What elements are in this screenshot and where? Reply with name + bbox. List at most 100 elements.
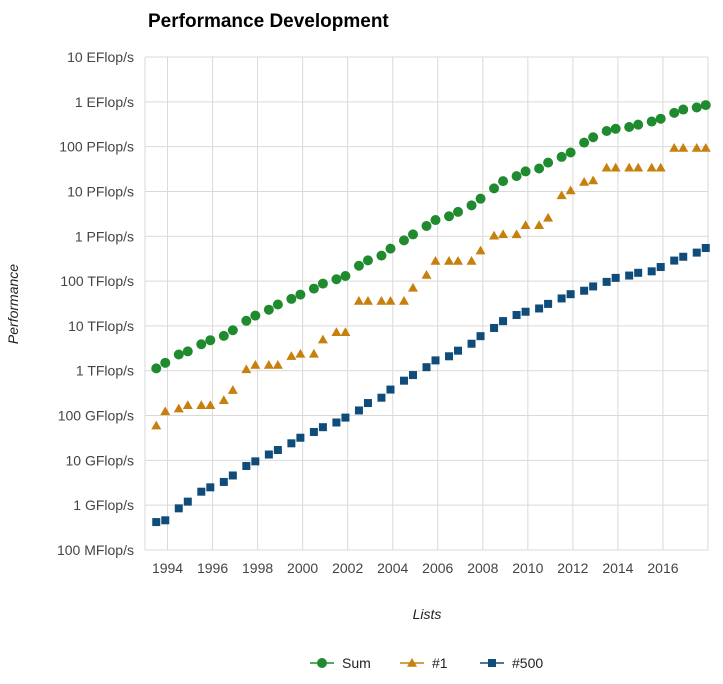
data-point <box>700 100 711 111</box>
data-point <box>700 143 711 152</box>
data-point <box>633 162 644 172</box>
x-axis-title: Lists <box>413 606 442 622</box>
legend-item[interactable]: Sum <box>310 655 371 671</box>
data-point <box>273 446 282 455</box>
data-point <box>498 229 509 239</box>
series-rank-1 <box>151 143 711 430</box>
data-point <box>398 235 409 246</box>
x-tick-label: 2010 <box>512 560 543 576</box>
legend-marker <box>488 659 496 667</box>
data-point <box>610 162 621 172</box>
data-point <box>543 157 554 168</box>
x-tick-label: 2016 <box>647 560 678 576</box>
data-point <box>430 215 441 226</box>
data-point <box>376 296 387 305</box>
x-tick-label: 2002 <box>332 560 363 576</box>
x-tick-label: 2014 <box>602 560 633 576</box>
data-point <box>160 357 171 368</box>
data-point <box>331 274 342 285</box>
x-tick-label: 1996 <box>197 560 228 576</box>
data-point <box>498 176 509 187</box>
data-point <box>669 107 680 118</box>
data-point <box>475 245 486 255</box>
legend: Sum #1 #500 <box>310 655 543 671</box>
data-point <box>422 363 431 372</box>
legend-item[interactable]: #500 <box>480 655 543 671</box>
data-point <box>151 420 162 430</box>
data-point <box>332 418 341 427</box>
data-point <box>520 220 531 230</box>
data-point <box>467 339 476 348</box>
data-point <box>421 220 432 231</box>
y-tick-labels: 10 EFlop/s 1 EFlop/s 100 PFlop/s 10 PFlop/s… <box>57 49 134 558</box>
data-point <box>520 166 531 177</box>
data-point <box>376 250 387 261</box>
data-point <box>399 376 408 385</box>
data-point <box>475 193 486 204</box>
data-point <box>218 330 229 341</box>
data-point <box>174 504 183 513</box>
data-point <box>534 163 545 174</box>
data-point <box>362 255 373 266</box>
data-point <box>678 143 689 152</box>
data-point <box>341 413 350 422</box>
x-tick-label: 2012 <box>557 560 588 576</box>
data-point <box>588 175 599 185</box>
x-tick-label: 2000 <box>287 560 318 576</box>
data-point <box>601 162 612 172</box>
chart-title: Performance Development <box>148 11 389 32</box>
data-point <box>317 278 328 289</box>
data-point <box>263 360 274 369</box>
data-point <box>377 393 386 402</box>
data-point <box>296 433 305 442</box>
data-point <box>430 255 441 265</box>
data-point <box>287 439 296 448</box>
y-axis-title: Performance <box>5 264 21 344</box>
data-point <box>286 293 297 304</box>
data-point <box>565 185 576 195</box>
data-point <box>421 269 432 279</box>
data-point <box>182 346 193 357</box>
data-point <box>206 483 215 492</box>
data-point <box>385 243 396 254</box>
data-point <box>535 304 544 313</box>
series-sum <box>151 100 711 374</box>
data-point <box>691 143 702 152</box>
data-point <box>354 406 363 415</box>
data-point <box>453 206 464 217</box>
data-point <box>646 116 657 127</box>
y-tick-label: 1 TFlop/s <box>76 363 134 379</box>
data-point <box>544 299 553 308</box>
data-point <box>656 263 665 272</box>
y-tick-label: 1 PFlop/s <box>75 228 134 244</box>
data-point <box>250 310 261 321</box>
data-point <box>444 211 455 222</box>
data-point <box>490 323 499 332</box>
data-point <box>624 122 635 133</box>
y-tick-label: 10 EFlop/s <box>67 49 134 65</box>
data-point <box>489 230 500 240</box>
x-tick-label: 2006 <box>422 560 453 576</box>
y-tick-label: 100 GFlop/s <box>58 408 134 424</box>
data-point <box>678 104 689 115</box>
legend-item[interactable]: #1 <box>400 655 448 671</box>
data-point <box>219 477 228 486</box>
data-point <box>669 143 680 152</box>
data-point <box>580 286 589 295</box>
data-point <box>340 327 351 336</box>
data-point <box>295 289 306 300</box>
x-tick-labels: 1994 1996 1998 2000 2002 2004 2006 2008 2010 2012… <box>152 560 679 576</box>
data-point <box>557 294 566 303</box>
data-point <box>295 348 306 358</box>
data-point <box>205 335 216 346</box>
data-point <box>398 296 409 305</box>
data-point <box>196 339 207 350</box>
data-point <box>601 126 612 137</box>
data-point <box>183 497 192 506</box>
data-point <box>286 351 297 360</box>
x-tick-label: 1994 <box>152 560 183 576</box>
data-point <box>543 212 554 222</box>
data-point <box>196 400 207 409</box>
data-point <box>588 132 599 143</box>
